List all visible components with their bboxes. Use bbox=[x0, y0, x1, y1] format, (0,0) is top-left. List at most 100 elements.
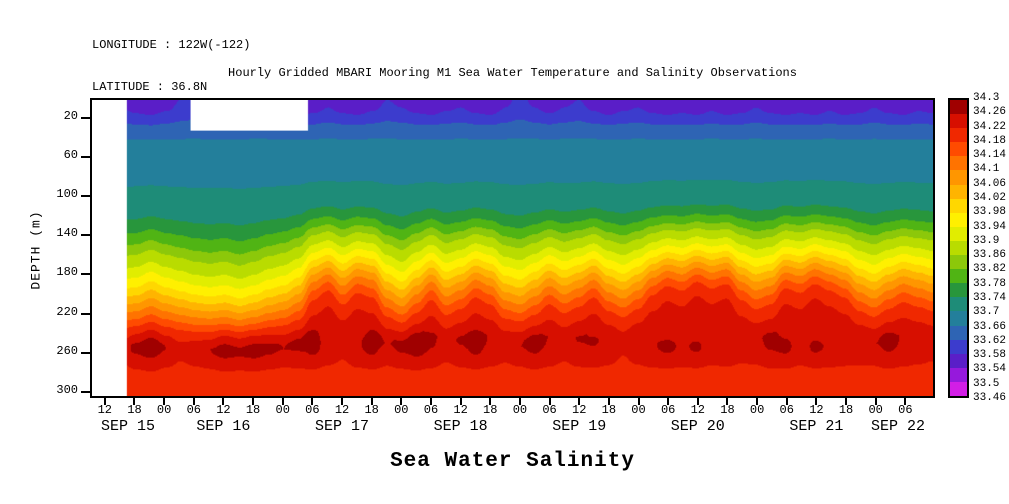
colorbar-tick-label: 33.98 bbox=[973, 206, 1007, 219]
x-tick-label: 06 bbox=[423, 403, 439, 417]
x-tick-label: 00 bbox=[156, 403, 172, 417]
info-latitude: LATITUDE : 36.8N bbox=[92, 80, 208, 94]
x-tick-label: 00 bbox=[512, 403, 528, 417]
y-tick-label: 60 bbox=[63, 147, 78, 162]
y-tick-label: 140 bbox=[56, 226, 78, 241]
y-axis-label: DEPTH (m) bbox=[28, 210, 44, 290]
colorbar-cell bbox=[950, 353, 967, 368]
x-tick-label: 06 bbox=[542, 403, 557, 417]
salinity-heatmap-canvas bbox=[92, 100, 933, 396]
colorbar-cell bbox=[950, 100, 967, 115]
colorbar-tick-label: 34.02 bbox=[973, 192, 1007, 204]
x-tick-mark bbox=[459, 398, 462, 405]
info-longitude: LONGITUDE : 122W(-122) bbox=[92, 38, 251, 52]
x-date-label: SEP 15 bbox=[100, 418, 155, 435]
x-tick-mark bbox=[785, 398, 788, 405]
y-tick-mark bbox=[81, 312, 90, 315]
colorbar-cell bbox=[950, 240, 967, 256]
colorbar-cell bbox=[950, 381, 967, 396]
x-tick-mark bbox=[311, 398, 314, 405]
y-tick-label: 260 bbox=[56, 343, 78, 358]
chart-title: Hourly Gridded MBARI Mooring M1 Sea Wate… bbox=[228, 66, 797, 80]
x-tick-label: 18 bbox=[364, 403, 379, 417]
x-tick-label: 12 bbox=[572, 403, 587, 417]
x-tick-label: 18 bbox=[483, 403, 498, 417]
colorbar-tick-label: 33.78 bbox=[973, 277, 1007, 290]
y-tick-label: 180 bbox=[56, 265, 78, 280]
colorbar-tick-label: 34.06 bbox=[973, 177, 1007, 190]
colorbar-cell bbox=[950, 339, 967, 354]
x-tick-mark bbox=[756, 398, 759, 405]
colorbar-tick-label: 33.62 bbox=[973, 334, 1007, 347]
x-tick-label: 12 bbox=[690, 403, 705, 417]
x-tick-mark bbox=[429, 398, 432, 405]
x-tick-label: 06 bbox=[186, 403, 201, 417]
x-tick-label: 12 bbox=[216, 403, 231, 417]
x-tick-mark bbox=[163, 398, 166, 405]
x-tick-label: 00 bbox=[868, 403, 883, 417]
x-tick-label: 12 bbox=[334, 403, 350, 417]
y-tick-mark bbox=[81, 195, 90, 198]
colorbar-tick-label: 34.1 bbox=[973, 163, 1000, 176]
x-tick-mark bbox=[252, 398, 255, 405]
x-tick-mark bbox=[578, 398, 581, 405]
colorbar-tick-label: 33.54 bbox=[973, 363, 1007, 376]
colorbar-tick-label: 34.26 bbox=[973, 106, 1007, 119]
x-tick-label: 12 bbox=[453, 403, 468, 417]
x-tick-label: 18 bbox=[720, 403, 735, 417]
x-date-label: SEP 20 bbox=[670, 418, 725, 435]
x-tick-mark bbox=[341, 398, 344, 405]
figure-caption: Sea Water Salinity bbox=[390, 450, 635, 473]
x-tick-label: 00 bbox=[275, 403, 290, 417]
colorbar-cell bbox=[950, 170, 967, 185]
plot-area bbox=[90, 98, 935, 398]
x-tick-mark bbox=[400, 398, 403, 405]
x-tick-mark bbox=[133, 398, 136, 405]
colorbar-cell bbox=[950, 311, 967, 326]
colorbar-tick-label: 34.22 bbox=[973, 120, 1007, 133]
colorbar-cell bbox=[950, 184, 967, 199]
x-tick-mark bbox=[637, 398, 640, 405]
x-tick-label: 18 bbox=[601, 403, 617, 417]
y-tick-mark bbox=[81, 234, 90, 237]
colorbar-tick-label: 33.9 bbox=[973, 234, 1000, 247]
y-tick-label: 300 bbox=[56, 383, 78, 398]
colorbar-tick-label: 33.94 bbox=[973, 220, 1007, 233]
x-tick-label: 18 bbox=[838, 403, 854, 417]
x-tick-label: 12 bbox=[809, 403, 824, 417]
x-date-label: SEP 22 bbox=[870, 418, 925, 435]
x-tick-label: 06 bbox=[898, 403, 913, 417]
colorbar-tick-label: 33.46 bbox=[973, 392, 1007, 404]
x-tick-mark bbox=[696, 398, 699, 405]
x-date-label: SEP 17 bbox=[315, 418, 370, 435]
x-tick-mark bbox=[370, 398, 373, 405]
y-tick-mark bbox=[81, 391, 90, 394]
colorbar-cell bbox=[950, 325, 967, 340]
colorbar-tick-label: 33.66 bbox=[973, 320, 1007, 333]
x-tick-mark bbox=[103, 398, 106, 405]
x-tick-label: 00 bbox=[394, 403, 409, 417]
x-tick-mark bbox=[874, 398, 877, 405]
colorbar-tick-label: 34.14 bbox=[973, 149, 1007, 162]
y-tick-mark bbox=[81, 155, 90, 158]
colorbar-cell bbox=[950, 128, 967, 143]
x-tick-mark bbox=[726, 398, 729, 405]
colorbar-tick-label: 33.82 bbox=[973, 263, 1007, 276]
colorbar-tick-label: 33.86 bbox=[973, 249, 1007, 262]
colorbar-cell bbox=[950, 226, 967, 241]
y-tick-mark bbox=[81, 273, 90, 276]
colorbar-tick-label: 33.5 bbox=[973, 377, 1000, 390]
colorbar-tick-label: 33.7 bbox=[973, 306, 1000, 319]
y-tick-label: 100 bbox=[56, 187, 78, 202]
y-tick-mark bbox=[81, 351, 90, 354]
x-tick-mark bbox=[904, 398, 907, 405]
x-tick-mark bbox=[281, 398, 284, 405]
colorbar bbox=[948, 98, 969, 398]
x-tick-mark bbox=[845, 398, 848, 405]
x-date-label: SEP 18 bbox=[433, 418, 488, 435]
x-tick-label: 00 bbox=[749, 403, 765, 417]
colorbar-cell bbox=[950, 156, 967, 171]
x-date-label: SEP 21 bbox=[789, 418, 844, 435]
y-tick-label: 20 bbox=[63, 108, 78, 123]
x-tick-mark bbox=[222, 398, 225, 405]
